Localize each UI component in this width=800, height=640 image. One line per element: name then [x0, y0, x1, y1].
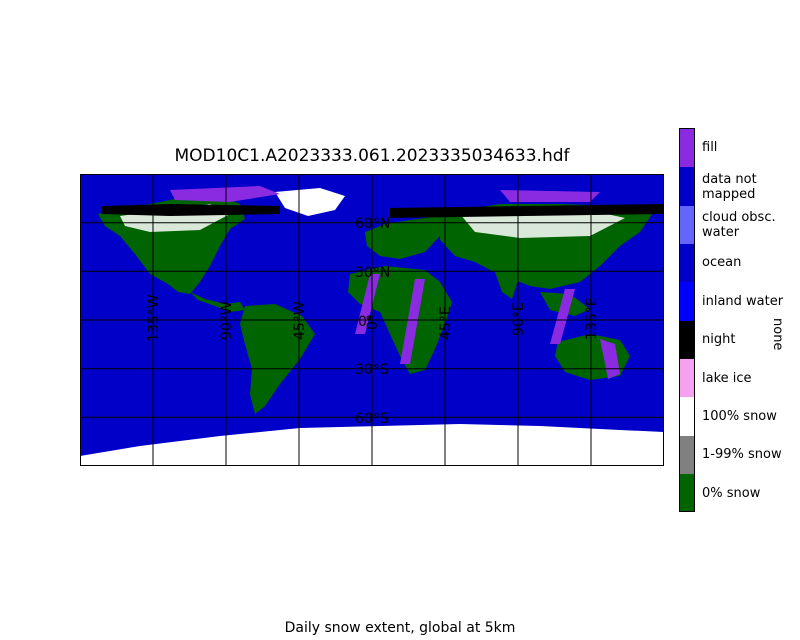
lon-label: 90°E [511, 302, 527, 336]
lon-label: 45°W [292, 301, 308, 340]
india [495, 272, 520, 299]
lat-label: 30°S [355, 362, 389, 378]
lon-label: 45°E [438, 306, 454, 340]
greenland [275, 188, 345, 216]
fill-swaths [170, 186, 620, 379]
swatch-fill [680, 129, 694, 167]
lat-label: 60°S [355, 411, 389, 427]
colorbar-label: 1-99% snow [702, 447, 782, 462]
lon-label: 0° [365, 314, 381, 330]
central-america [190, 292, 245, 312]
colorbar [679, 128, 695, 512]
colorbar-title: none [770, 318, 785, 351]
colorbar-label: ocean [702, 255, 742, 270]
swatch-cloud-obsc-water [680, 206, 694, 244]
colorbar-label: lake ice [702, 371, 752, 386]
swatch-1-99-snow [680, 436, 694, 474]
south-america [240, 304, 315, 414]
map-caption: Daily snow extent, global at 5km [284, 620, 516, 636]
lon-label: 90°W [219, 301, 235, 340]
swatch-night [680, 321, 694, 359]
colorbar-label: cloud obsc. water [702, 210, 776, 240]
lon-label: 135°E [584, 297, 600, 340]
colorbar-label: 100% snow [702, 409, 777, 424]
latitude-labels: 60°N 30°N 0° 30°S 60°S [355, 216, 390, 427]
lon-label: 135°W [146, 294, 162, 342]
longitude-labels: 135°W 90°W 45°W 0° 45°E 90°E 135°E [146, 294, 600, 342]
graticule [80, 174, 664, 466]
swatch-100-snow [680, 397, 694, 436]
night-band [102, 204, 664, 218]
colorbar-label: fill [702, 140, 718, 155]
swatch-data-not-mapped [680, 167, 694, 206]
snow-extent-map: 135°W 90°W 45°W 0° 45°E 90°E 135°E 60°N … [80, 174, 664, 466]
map-title: MOD10C1.A2023333.061.2023335034633.hdf [174, 146, 570, 166]
swatch-0-snow [680, 474, 694, 511]
europe [365, 216, 440, 259]
colorbar-label: night [702, 332, 736, 347]
colorbar-label: inland water [702, 294, 784, 309]
swatch-inland-water [680, 282, 694, 321]
swatch-lake-ice [680, 359, 694, 397]
colorbar-label: 0% snow [702, 486, 761, 501]
lat-label: 60°N [355, 216, 390, 232]
colorbar-label: data not mapped [702, 172, 757, 202]
swatch-ocean [680, 244, 694, 282]
lat-label: 0° [358, 314, 374, 330]
lat-label: 30°N [355, 265, 390, 281]
